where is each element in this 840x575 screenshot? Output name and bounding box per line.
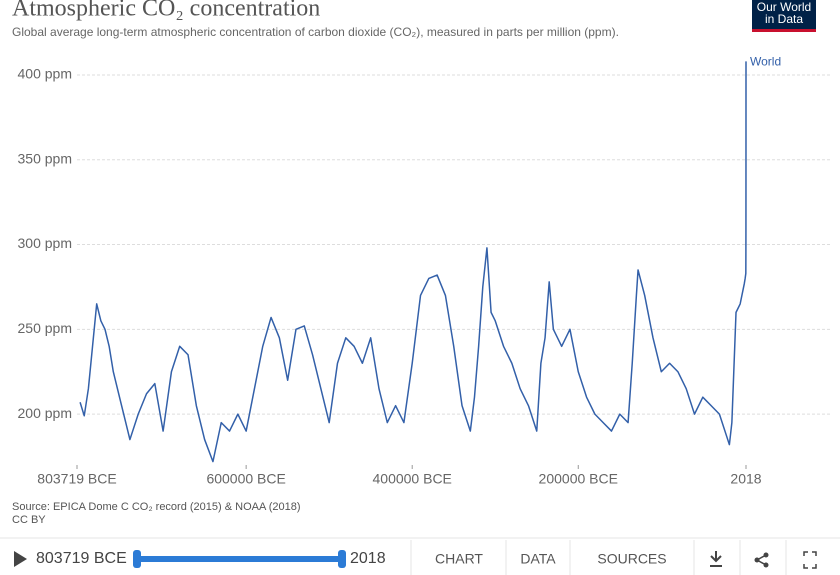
timeline-end: 2018 [350,550,386,567]
timeline-start: 803719 BCE [36,550,127,567]
y-tick-label: 400 ppm [18,66,72,82]
tab[interactable]: CHART [435,551,483,567]
logo-box[interactable] [752,0,816,32]
data-line [79,61,747,463]
play-button[interactable] [14,551,27,567]
x-tick-label: 600000 BCE [206,471,285,487]
download-icon[interactable] [710,551,722,567]
x-tick-label: 803719 BCE [37,471,116,487]
plot-area: 200 ppm 250 ppm 300 ppm 350 ppm 400 ppm 80371… [18,55,830,487]
x-tick-label: 400000 BCE [373,471,452,487]
logo-stripe [752,29,816,32]
chart-title: Atmospheric CO₂ concentration [12,0,320,22]
x-tick-label: 200000 BCE [539,471,618,487]
chart-subtitle: Global average long-term atmospheric con… [12,25,619,39]
share-icon[interactable] [754,552,769,568]
y-tick-label: 350 ppm [18,150,72,166]
fullscreen-icon[interactable] [803,551,817,569]
y-tick-label: 200 ppm [18,405,72,421]
x-tick-label: 2018 [730,471,761,487]
source: Source: EPICA Dome C CO₂ record (2015) &… [12,501,301,513]
y-tick-label: 300 ppm [18,235,72,251]
timeline-handle[interactable] [133,550,141,568]
series-label: World [750,55,781,69]
tab[interactable]: DATA [520,551,556,567]
logo-text: in Data [765,12,803,26]
y-tick-label: 250 ppm [18,320,72,336]
license: CC BY [12,514,46,526]
tab[interactable]: SOURCES [597,551,666,567]
timeline-handle[interactable] [338,550,346,568]
logo-text: Our World [757,0,811,14]
